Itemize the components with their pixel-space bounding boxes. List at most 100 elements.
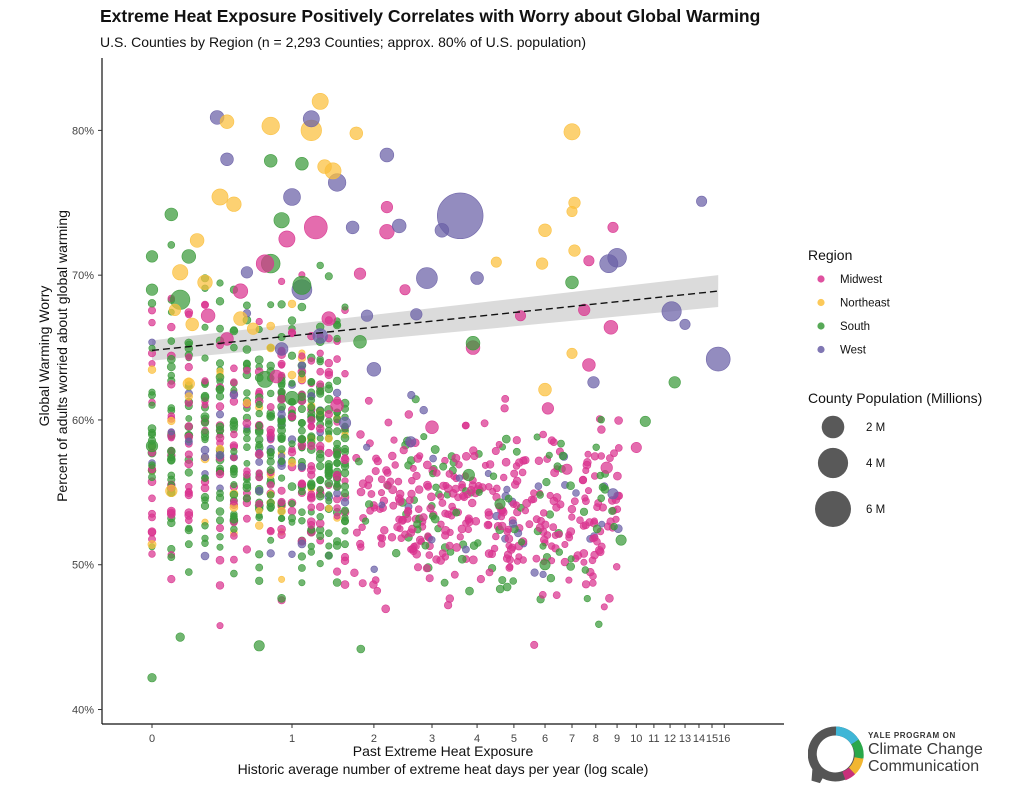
data-point-south [639,415,651,427]
data-point-west [288,550,296,558]
data-point-west [167,428,175,436]
data-point-midwest [307,416,316,425]
data-point-midwest [584,450,592,458]
data-point-midwest [287,412,297,421]
y-tick-label: 50% [72,560,94,572]
data-point-midwest [525,520,534,529]
data-point-south [298,487,306,496]
data-point-midwest [456,533,464,541]
data-point-south [277,300,286,309]
data-point-midwest [380,526,389,535]
data-point-south [333,334,341,343]
data-point-midwest [242,514,251,523]
data-point-midwest [277,486,286,495]
data-point-south [266,491,275,499]
data-point-south [325,381,333,389]
data-point-midwest [401,530,409,539]
data-point-west [148,338,156,346]
data-point-south [230,343,238,352]
data-point-midwest [297,479,307,488]
data-point-northeast [185,317,199,332]
data-point-midwest [603,320,619,335]
data-point-south [567,555,575,563]
data-point-south [216,516,225,525]
legend-swatch-midwest [817,275,825,283]
data-point-midwest [255,317,263,326]
data-point-midwest [215,433,225,443]
data-point-west [255,458,264,466]
data-point-midwest [267,526,275,535]
size-legend-title: County Population (Millions) [808,390,982,406]
data-point-midwest [201,377,209,385]
data-point-midwest [570,497,579,506]
data-point-south [216,543,224,551]
data-point-midwest [468,498,477,508]
data-point-south [428,512,437,521]
data-point-west [461,545,470,554]
data-point-midwest [333,567,342,576]
data-point-midwest [396,525,404,533]
data-point-midwest [341,454,349,462]
speech-bubble-logo-icon [808,726,864,784]
data-point-south [489,472,498,480]
data-point-midwest [324,358,333,368]
data-point-midwest [277,359,286,368]
data-point-midwest [184,422,193,431]
data-point-west [277,410,286,419]
data-point-midwest [547,436,556,445]
data-point-west [410,308,423,321]
data-point-midwest [492,532,500,541]
data-point-south [579,507,589,516]
data-point-midwest [560,557,570,567]
data-point-south [298,508,306,517]
data-point-midwest [255,254,275,273]
data-point-south [325,417,333,425]
data-point-south [277,432,286,442]
data-point-midwest [358,523,366,531]
data-point-midwest [215,555,225,565]
data-point-midwest [266,403,275,411]
data-point-south [316,406,325,415]
x-tick-label: 8 [593,733,599,745]
data-point-midwest [278,230,296,248]
data-point-midwest [519,456,528,465]
data-point-midwest [484,510,494,520]
data-point-midwest [512,462,521,470]
data-point-south [242,483,252,493]
data-point-midwest [503,528,511,536]
legend-swatch-west [817,345,825,354]
data-point-south [362,517,370,525]
data-point-south [288,500,296,508]
data-point-midwest [485,568,494,577]
data-point-south [413,520,422,529]
data-point-south [307,548,315,556]
x-tick-label: 16 [718,733,730,745]
data-point-south [230,525,238,533]
data-point-midwest [476,574,486,584]
data-point-south [555,548,563,556]
data-point-midwest [395,497,405,506]
data-point-midwest [613,471,622,481]
data-point-south [353,335,367,349]
data-point-south [201,323,209,331]
y-tick-label: 80% [72,125,94,137]
data-point-south [230,417,238,425]
ypccc-logo: YALE PROGRAM ON Climate Change Communica… [808,726,1008,786]
data-point-midwest [230,454,238,462]
data-point-south [201,354,209,362]
data-point-south [595,620,603,628]
data-point-west [297,462,306,471]
data-point-south [216,359,225,368]
confidence-band-layer [152,275,719,361]
data-point-midwest [242,470,251,479]
data-point-northeast [167,416,176,426]
data-point-midwest [461,421,470,430]
data-point-south [501,434,511,444]
data-point-west [283,188,301,206]
data-point-south [565,275,579,290]
data-point-south [517,538,525,546]
data-point-midwest [307,521,316,529]
data-point-northeast [147,365,157,374]
data-point-south [147,299,157,308]
data-point-midwest [491,446,500,455]
